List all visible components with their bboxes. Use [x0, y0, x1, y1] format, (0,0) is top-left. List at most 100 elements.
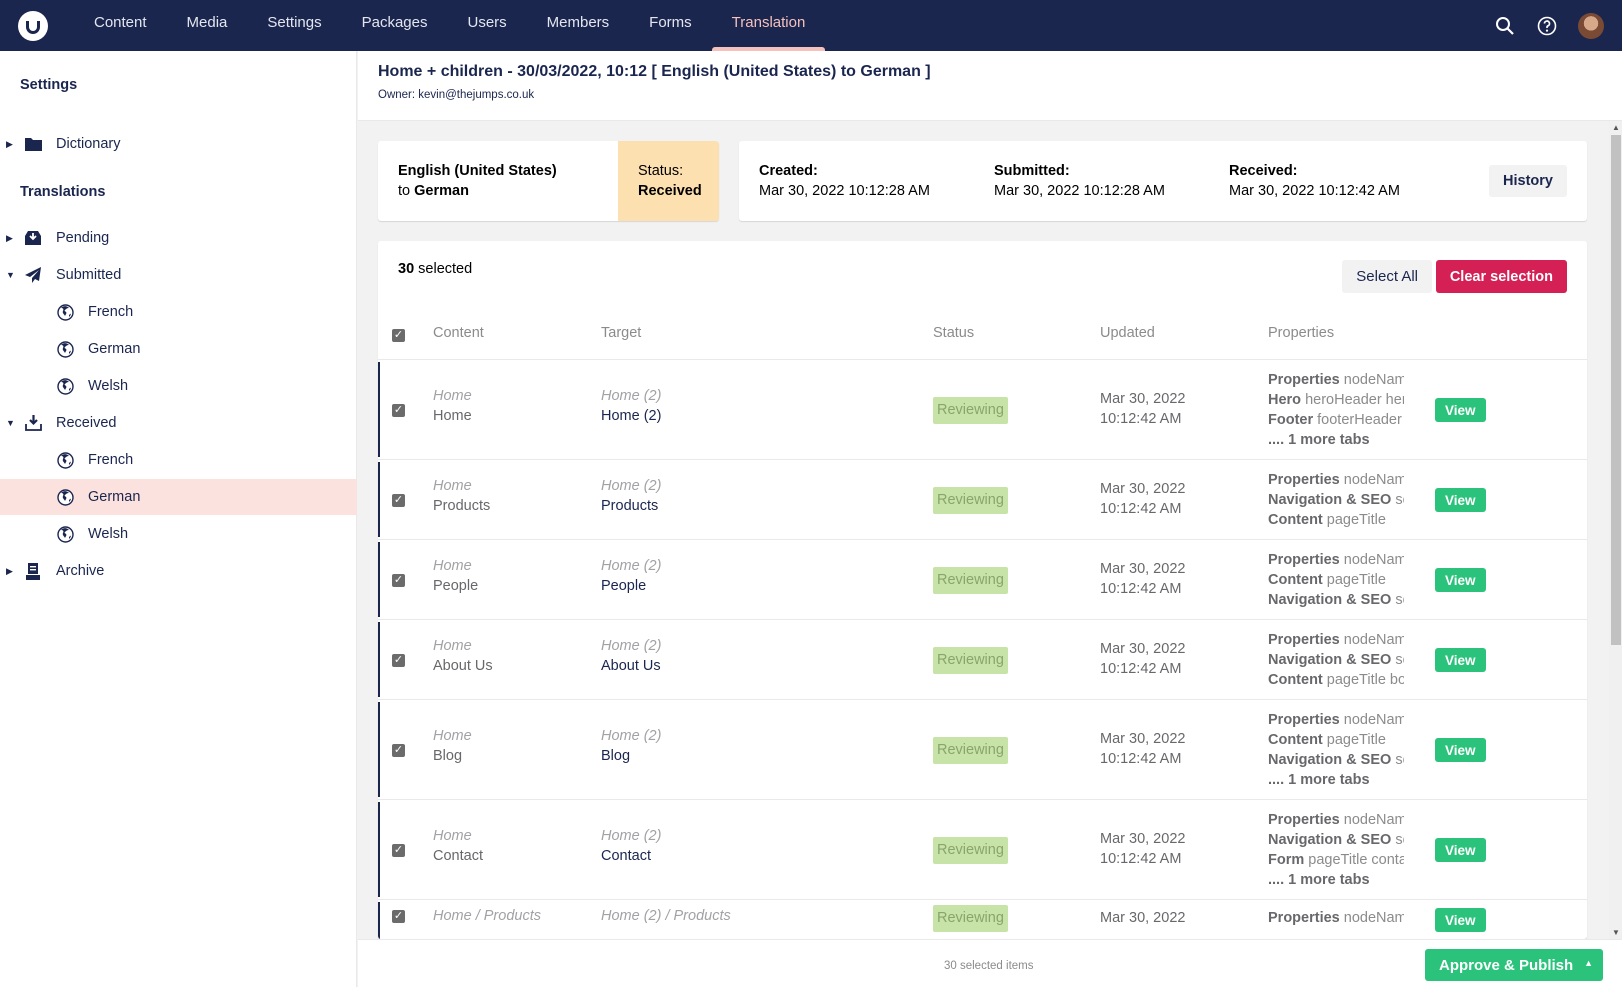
target-name[interactable]: About Us: [601, 658, 661, 674]
row-checkbox[interactable]: ✓: [392, 910, 405, 923]
scroll-down-icon[interactable]: ▼: [1612, 928, 1620, 937]
sidebar-item-welsh[interactable]: Welsh: [0, 368, 357, 404]
scrollbar[interactable]: ▲ ▼: [1609, 121, 1622, 939]
more-tabs: .... 1 more tabs: [1268, 872, 1370, 888]
submitted-date: Submitted: Mar 30, 2022 10:12:28 AM: [994, 163, 1165, 199]
caret-down-icon[interactable]: ▼: [6, 270, 15, 280]
row-checkbox[interactable]: ✓: [392, 654, 405, 667]
row-checkbox[interactable]: ✓: [392, 744, 405, 757]
top-navigation: Content Media Settings Packages Users Members…: [0, 0, 1622, 51]
nav-members[interactable]: Members: [546, 14, 610, 31]
status-badge: Reviewing: [933, 487, 1008, 514]
help-icon[interactable]: [1536, 15, 1558, 37]
view-button[interactable]: View: [1435, 838, 1486, 862]
view-button[interactable]: View: [1435, 398, 1486, 422]
select-all-checkbox[interactable]: ✓: [392, 329, 405, 342]
target-path: Home (2): [601, 388, 662, 404]
property-line: Navigation & SEO seo: [1268, 652, 1404, 668]
globe-icon: [56, 525, 74, 543]
sidebar-item-german[interactable]: German: [0, 331, 357, 367]
table-row[interactable]: ✓ Home Blog Home (2) Blog Reviewing Mar …: [378, 700, 1587, 800]
column-header-content[interactable]: Content: [433, 325, 484, 341]
scrollbar-thumb[interactable]: [1611, 135, 1621, 645]
target-path: Home (2): [601, 478, 662, 494]
column-header-status[interactable]: Status: [933, 325, 975, 341]
sidebar-item-archive[interactable]: ▶ Archive: [0, 553, 357, 589]
status-badge: Reviewing: [933, 905, 1008, 932]
created-date: Created: Mar 30, 2022 10:12:28 AM: [759, 163, 930, 199]
nav-forms[interactable]: Forms: [649, 14, 692, 31]
column-header-properties[interactable]: Properties: [1268, 325, 1335, 341]
nav-settings[interactable]: Settings: [267, 14, 322, 31]
caret-down-icon[interactable]: ▼: [6, 418, 15, 428]
sidebar-item-submitted[interactable]: ▼ Submitted: [0, 257, 357, 293]
sidebar-item-received[interactable]: ▼ Received: [0, 405, 357, 441]
view-button[interactable]: View: [1435, 568, 1486, 592]
caret-right-icon[interactable]: ▶: [6, 138, 13, 149]
table-row[interactable]: ✓ Home People Home (2) People Reviewing …: [378, 540, 1587, 620]
column-header-target[interactable]: Target: [601, 325, 642, 341]
target-name[interactable]: Blog: [601, 748, 631, 764]
sidebar-item-pending[interactable]: ▶ Pending: [0, 220, 357, 256]
content-name[interactable]: Home: [433, 408, 472, 424]
select-all-button[interactable]: Select All: [1342, 260, 1432, 293]
row-checkbox[interactable]: ✓: [392, 404, 405, 417]
content-path: Home: [433, 638, 472, 654]
content-name[interactable]: About Us: [433, 658, 493, 674]
paper-plane-icon: [24, 266, 42, 284]
sidebar-item-french[interactable]: French: [0, 294, 357, 330]
sidebar-item-french[interactable]: French: [0, 442, 357, 478]
content-name[interactable]: Blog: [433, 748, 463, 764]
property-line: Navigation & SEO seo: [1268, 832, 1404, 848]
status-badge: Reviewing: [933, 837, 1008, 864]
table-row[interactable]: ✓ Home / Products Home (2) / Products Re…: [378, 900, 1587, 939]
target-name[interactable]: Home (2): [601, 408, 662, 424]
content-name[interactable]: People: [433, 578, 479, 594]
table-row[interactable]: ✓ Home Home Home (2) Home (2) Reviewing …: [378, 360, 1587, 460]
target-path: Home (2): [601, 638, 662, 654]
sidebar-item-dictionary[interactable]: ▶ Dictionary: [0, 126, 357, 162]
target-name[interactable]: People: [601, 578, 647, 594]
view-button[interactable]: View: [1435, 908, 1486, 932]
nav-packages[interactable]: Packages: [361, 14, 428, 31]
nav-translation[interactable]: Translation: [711, 0, 826, 51]
sidebar-item-label: Welsh: [88, 378, 129, 394]
column-header-updated[interactable]: Updated: [1100, 325, 1155, 341]
caret-right-icon[interactable]: ▶: [6, 565, 13, 576]
view-button[interactable]: View: [1435, 488, 1486, 512]
content-name[interactable]: Products: [433, 498, 491, 514]
status-label: Status:: [638, 163, 684, 179]
table-row[interactable]: ✓ Home About Us Home (2) About Us Review…: [378, 620, 1587, 700]
caret-right-icon[interactable]: ▶: [6, 232, 13, 243]
view-button[interactable]: View: [1435, 738, 1486, 762]
content-name[interactable]: Contact: [433, 848, 483, 864]
caret-up-icon[interactable]: ▲: [1584, 958, 1593, 968]
sidebar-item-label: Submitted: [56, 267, 122, 283]
scroll-up-icon[interactable]: ▲: [1612, 123, 1620, 132]
properties-summary: Properties nodeName Content pageTitle Navi…: [1268, 550, 1404, 610]
row-checkbox[interactable]: ✓: [392, 494, 405, 507]
umbraco-logo[interactable]: [18, 10, 48, 41]
history-button[interactable]: History: [1489, 165, 1567, 197]
globe-icon: [56, 303, 74, 321]
target-name[interactable]: Contact: [601, 848, 651, 864]
sidebar-item-welsh[interactable]: Welsh: [0, 516, 357, 552]
row-checkbox[interactable]: ✓: [392, 574, 405, 587]
avatar[interactable]: [1578, 12, 1604, 39]
search-icon[interactable]: [1494, 15, 1516, 37]
nav-content[interactable]: Content: [94, 14, 147, 31]
target-name[interactable]: Products: [601, 498, 659, 514]
properties-summary: Properties nodeName Content pageTitle Navi…: [1268, 710, 1404, 790]
clear-selection-button[interactable]: Clear selection: [1435, 260, 1567, 293]
view-button[interactable]: View: [1435, 648, 1486, 672]
target-path: Home (2) / Products: [601, 908, 731, 924]
folder-icon: [24, 135, 42, 153]
table-row[interactable]: ✓ Home Contact Home (2) Contact Reviewin…: [378, 800, 1587, 900]
row-checkbox[interactable]: ✓: [392, 844, 405, 857]
updated-date: Mar 30, 2022 10:12:42 AM: [1100, 731, 1186, 767]
approve-publish-button[interactable]: Approve & Publish ▲: [1425, 949, 1603, 981]
nav-media[interactable]: Media: [186, 14, 228, 31]
nav-users[interactable]: Users: [467, 14, 507, 31]
sidebar-item-german[interactable]: German: [0, 479, 357, 515]
table-row[interactable]: ✓ Home Products Home (2) Products Review…: [378, 460, 1587, 540]
